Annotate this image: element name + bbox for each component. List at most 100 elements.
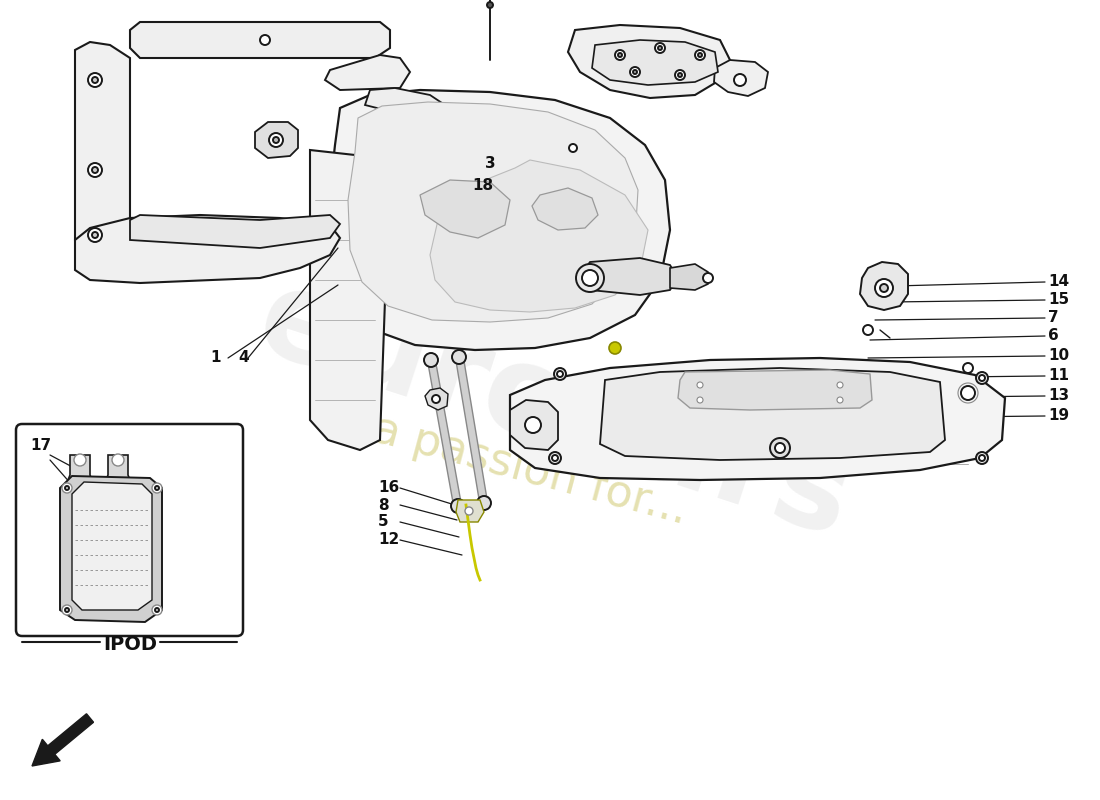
Circle shape bbox=[74, 454, 86, 466]
Polygon shape bbox=[456, 500, 484, 522]
Circle shape bbox=[615, 50, 625, 60]
Circle shape bbox=[452, 350, 466, 364]
Text: 18: 18 bbox=[472, 178, 493, 193]
Circle shape bbox=[525, 417, 541, 433]
Circle shape bbox=[979, 375, 984, 381]
Circle shape bbox=[477, 496, 491, 510]
Circle shape bbox=[557, 371, 563, 377]
Polygon shape bbox=[310, 150, 385, 450]
Text: 16: 16 bbox=[378, 481, 399, 495]
Circle shape bbox=[155, 486, 160, 490]
Circle shape bbox=[152, 605, 162, 615]
Circle shape bbox=[576, 264, 604, 292]
Circle shape bbox=[976, 372, 988, 384]
Circle shape bbox=[874, 279, 893, 297]
Polygon shape bbox=[455, 355, 488, 505]
Polygon shape bbox=[592, 40, 718, 85]
Polygon shape bbox=[130, 22, 390, 58]
Text: 10: 10 bbox=[1048, 349, 1069, 363]
Circle shape bbox=[698, 53, 702, 57]
Polygon shape bbox=[578, 258, 678, 295]
Circle shape bbox=[112, 454, 124, 466]
Circle shape bbox=[65, 486, 69, 490]
Polygon shape bbox=[328, 90, 670, 350]
Polygon shape bbox=[510, 400, 558, 450]
Polygon shape bbox=[75, 215, 340, 283]
FancyArrow shape bbox=[32, 714, 94, 766]
Polygon shape bbox=[427, 358, 462, 508]
Circle shape bbox=[554, 368, 566, 380]
Text: 12: 12 bbox=[378, 533, 399, 547]
Circle shape bbox=[92, 232, 98, 238]
Polygon shape bbox=[678, 370, 872, 410]
Circle shape bbox=[487, 2, 493, 8]
Circle shape bbox=[465, 507, 473, 515]
Polygon shape bbox=[130, 215, 340, 248]
Polygon shape bbox=[365, 88, 475, 175]
Polygon shape bbox=[430, 160, 648, 312]
Text: 3: 3 bbox=[485, 155, 496, 170]
Circle shape bbox=[424, 353, 438, 367]
Circle shape bbox=[65, 608, 69, 612]
Polygon shape bbox=[600, 368, 945, 460]
Circle shape bbox=[695, 50, 705, 60]
Circle shape bbox=[961, 386, 975, 400]
Circle shape bbox=[609, 342, 622, 354]
Circle shape bbox=[62, 483, 72, 493]
Polygon shape bbox=[860, 262, 908, 310]
Circle shape bbox=[451, 499, 465, 513]
Polygon shape bbox=[72, 482, 152, 610]
Circle shape bbox=[92, 167, 98, 173]
Text: 7: 7 bbox=[1048, 310, 1058, 326]
Circle shape bbox=[776, 443, 785, 453]
Polygon shape bbox=[106, 455, 130, 495]
Polygon shape bbox=[75, 42, 130, 265]
Circle shape bbox=[62, 605, 72, 615]
Circle shape bbox=[962, 363, 974, 373]
Polygon shape bbox=[670, 264, 708, 290]
Text: 1985: 1985 bbox=[670, 394, 790, 466]
Circle shape bbox=[630, 67, 640, 77]
Circle shape bbox=[979, 455, 984, 461]
Polygon shape bbox=[348, 102, 638, 322]
Text: a passion for...: a passion for... bbox=[367, 407, 692, 533]
Circle shape bbox=[837, 397, 843, 403]
Circle shape bbox=[654, 43, 666, 53]
Circle shape bbox=[552, 455, 558, 461]
Circle shape bbox=[703, 273, 713, 283]
Text: 13: 13 bbox=[1048, 389, 1069, 403]
Text: 1: 1 bbox=[210, 350, 220, 366]
Circle shape bbox=[273, 137, 279, 143]
Text: 17: 17 bbox=[30, 438, 51, 453]
Polygon shape bbox=[568, 25, 730, 98]
Circle shape bbox=[697, 397, 703, 403]
Text: 15: 15 bbox=[1048, 293, 1069, 307]
Circle shape bbox=[92, 77, 98, 83]
Circle shape bbox=[658, 46, 662, 50]
Polygon shape bbox=[532, 188, 598, 230]
Circle shape bbox=[864, 325, 873, 335]
Circle shape bbox=[549, 452, 561, 464]
Circle shape bbox=[88, 228, 102, 242]
Circle shape bbox=[88, 73, 102, 87]
Circle shape bbox=[697, 382, 703, 388]
Circle shape bbox=[88, 163, 102, 177]
Circle shape bbox=[678, 73, 682, 77]
Circle shape bbox=[270, 133, 283, 147]
Text: 19: 19 bbox=[1048, 409, 1069, 423]
Circle shape bbox=[155, 608, 160, 612]
Circle shape bbox=[432, 395, 440, 403]
Circle shape bbox=[582, 270, 598, 286]
Circle shape bbox=[880, 284, 888, 292]
Text: 6: 6 bbox=[1048, 329, 1058, 343]
Text: 4: 4 bbox=[238, 350, 249, 366]
Text: 8: 8 bbox=[378, 498, 388, 513]
Polygon shape bbox=[68, 455, 92, 495]
Polygon shape bbox=[714, 60, 768, 96]
Circle shape bbox=[632, 70, 637, 74]
Text: 11: 11 bbox=[1048, 369, 1069, 383]
Polygon shape bbox=[60, 476, 162, 622]
Circle shape bbox=[569, 144, 578, 152]
Circle shape bbox=[837, 382, 843, 388]
Circle shape bbox=[675, 70, 685, 80]
